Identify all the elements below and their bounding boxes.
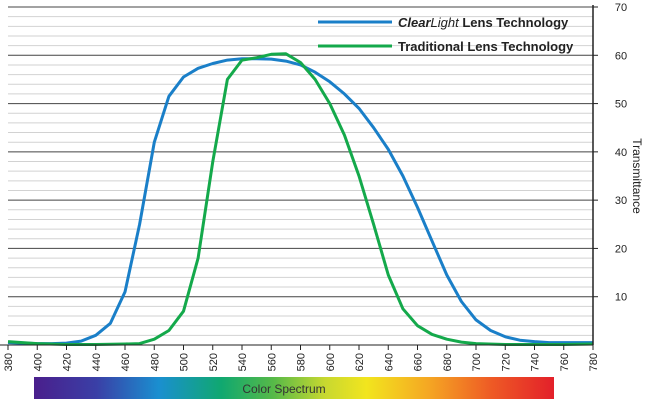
y-tick-label: 70	[615, 2, 627, 14]
y-tick-label: 60	[615, 50, 627, 62]
x-tick-label: 680	[442, 353, 454, 371]
legend: ClearLight Lens Technology Traditional L…	[318, 15, 574, 54]
y-tick-label: 30	[615, 195, 627, 207]
x-tick-label: 580	[296, 353, 308, 371]
x-tick-label: 720	[500, 353, 512, 371]
x-tick-label: 380	[3, 353, 15, 371]
x-tick-label: 400	[32, 353, 44, 371]
axes	[0, 5, 594, 346]
color-spectrum-bar: Color Spectrum	[34, 377, 554, 399]
y-tick-label: 50	[615, 99, 627, 111]
x-tick-label: 760	[559, 353, 571, 371]
x-tick-label: 480	[149, 353, 161, 371]
x-tick-label: 780	[588, 353, 600, 371]
x-tick-label: 420	[62, 353, 74, 371]
legend-label-traditional: Traditional Lens Technology	[398, 39, 574, 54]
y-tick-label: 40	[615, 147, 627, 159]
major-gridlines	[8, 6, 593, 298]
y-tick-label: 10	[615, 292, 627, 304]
x-tick-label: 520	[208, 353, 220, 371]
x-tick-label: 640	[383, 353, 395, 371]
series-line-traditional	[7, 52, 594, 346]
x-tick-label: 740	[530, 353, 542, 371]
legend-light-italic: Light	[431, 15, 461, 30]
x-tick-label: 440	[91, 353, 103, 371]
y-axis-title: Transmittance	[630, 138, 644, 214]
minor-gridlines	[8, 16, 593, 336]
x-tick-label: 460	[120, 353, 132, 371]
spectrum-gradient-bar	[34, 377, 554, 399]
x-tick-label: 600	[325, 353, 337, 371]
spectrum-label: Color Spectrum	[242, 382, 325, 396]
x-axis-tick-labels: 380 400 420 440 460 480 500 520 540 560 580 600 620 6…	[3, 345, 600, 371]
series-line-clearlight	[7, 57, 593, 346]
legend-clear-italic: Clear	[398, 15, 431, 30]
x-tick-label: 500	[179, 353, 191, 371]
x-tick-label: 660	[413, 353, 425, 371]
series-lines	[7, 52, 594, 346]
legend-clearlight-rest: Lens Technology	[459, 15, 569, 30]
y-tick-label: 20	[615, 243, 627, 255]
x-tick-label: 700	[471, 353, 483, 371]
x-tick-label: 560	[266, 353, 278, 371]
x-tick-label: 620	[354, 353, 366, 371]
y-axis-tick-labels: 10 20 30 40 50 60 70	[593, 2, 627, 304]
legend-label-clearlight: ClearLight Lens Technology	[398, 15, 569, 30]
x-tick-label: 540	[237, 353, 249, 371]
